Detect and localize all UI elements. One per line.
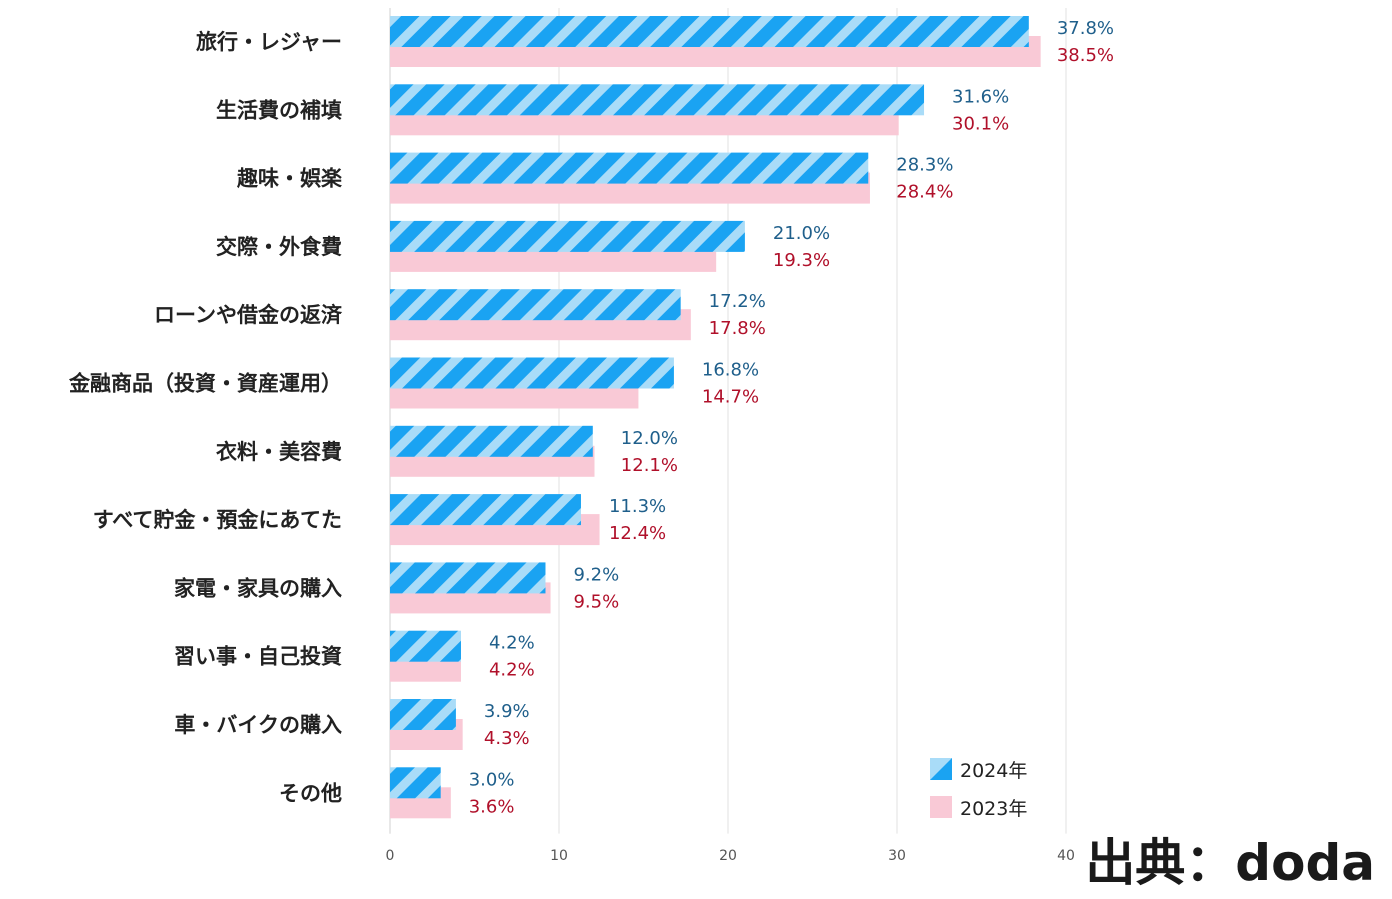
value-label-2024-11: 3.0% (469, 769, 515, 790)
bar-2024-0 (390, 16, 1029, 47)
category-label-2: 趣味・娯楽 (236, 167, 343, 191)
value-label-2023-3: 19.3% (773, 250, 830, 271)
value-label-2024-0: 37.8% (1057, 18, 1114, 39)
value-label-2024-9: 4.2% (489, 633, 535, 654)
category-labels: 旅行・レジャー生活費の補填趣味・娯楽交際・外食費ローンや借金の返済金融商品（投資… (68, 30, 343, 805)
value-label-2023-8: 9.5% (573, 591, 619, 612)
bar-2024-11 (390, 767, 441, 799)
category-label-7: すべて貯金・預金にあてた (93, 508, 342, 532)
x-tick-0: 0 (386, 848, 395, 864)
value-labels: 37.8% 38.5% 31.6% 30.1% 28.3% 28.4% 21.0% 19.3%… (469, 18, 1114, 817)
bars (390, 16, 1041, 819)
value-label-2023-1: 30.1% (952, 113, 1009, 134)
value-label-2023-0: 38.5% (1057, 45, 1114, 66)
value-label-2023-10: 4.3% (484, 728, 530, 749)
bar-2024-4 (390, 289, 681, 321)
value-label-2024-7: 11.3% (609, 496, 666, 517)
legend-swatch-2024-stripe (930, 758, 952, 780)
bar-2024-6 (390, 425, 593, 457)
category-label-8: 家電・家具の購入 (174, 576, 342, 600)
bar-2024-9 (390, 630, 461, 662)
value-label-2024-5: 16.8% (702, 360, 759, 381)
x-tick-30: 30 (888, 848, 906, 864)
legend-label-2024: 2024年 (960, 760, 1027, 782)
value-label-2023-6: 12.1% (621, 455, 678, 476)
source-credit: 出典：doda (1085, 834, 1375, 892)
category-label-9: 習い事・自己投資 (174, 645, 342, 669)
value-label-2023-5: 14.7% (702, 387, 759, 408)
bar-2024-5 (390, 357, 674, 389)
value-label-2023-2: 28.4% (896, 182, 953, 203)
category-label-11: その他 (279, 781, 342, 805)
category-label-1: 生活費の補填 (216, 98, 342, 122)
x-tick-labels: 0 10 20 30 40 (386, 848, 1075, 864)
legend: 2024年 2023年 (930, 758, 1027, 820)
value-label-2024-3: 21.0% (773, 223, 830, 244)
category-label-5: 金融商品（投資・資産運用） (68, 372, 342, 396)
category-label-4: ローンや借金の返済 (154, 303, 343, 327)
value-label-2024-8: 9.2% (573, 564, 619, 585)
value-label-2023-9: 4.2% (489, 660, 535, 681)
category-label-3: 交際・外食費 (216, 235, 342, 259)
bar-2024-7 (390, 494, 581, 526)
bar-2024-10 (390, 699, 456, 730)
x-tick-40: 40 (1057, 848, 1075, 864)
value-label-2023-4: 17.8% (709, 318, 766, 339)
value-label-2024-6: 12.0% (621, 428, 678, 449)
x-tick-10: 10 (550, 848, 568, 864)
category-label-6: 衣料・美容費 (216, 440, 342, 464)
bar-2024-2 (390, 152, 869, 184)
value-label-2024-10: 3.9% (484, 701, 530, 722)
bar-2024-3 (390, 220, 745, 252)
category-label-10: 車・バイクの購入 (174, 713, 342, 737)
value-label-2024-2: 28.3% (896, 155, 953, 176)
value-label-2023-11: 3.6% (469, 796, 515, 817)
bar-2024-1 (390, 84, 925, 116)
value-label-2024-4: 17.2% (709, 291, 766, 312)
value-label-2024-1: 31.6% (952, 86, 1009, 107)
value-label-2023-7: 12.4% (609, 523, 666, 544)
bar-2024-8 (390, 562, 546, 594)
legend-label-2023: 2023年 (960, 798, 1027, 820)
category-label-0: 旅行・レジャー (196, 30, 342, 54)
x-tick-20: 20 (719, 848, 737, 864)
grid-lines (389, 8, 1067, 834)
legend-swatch-2023 (930, 796, 952, 818)
